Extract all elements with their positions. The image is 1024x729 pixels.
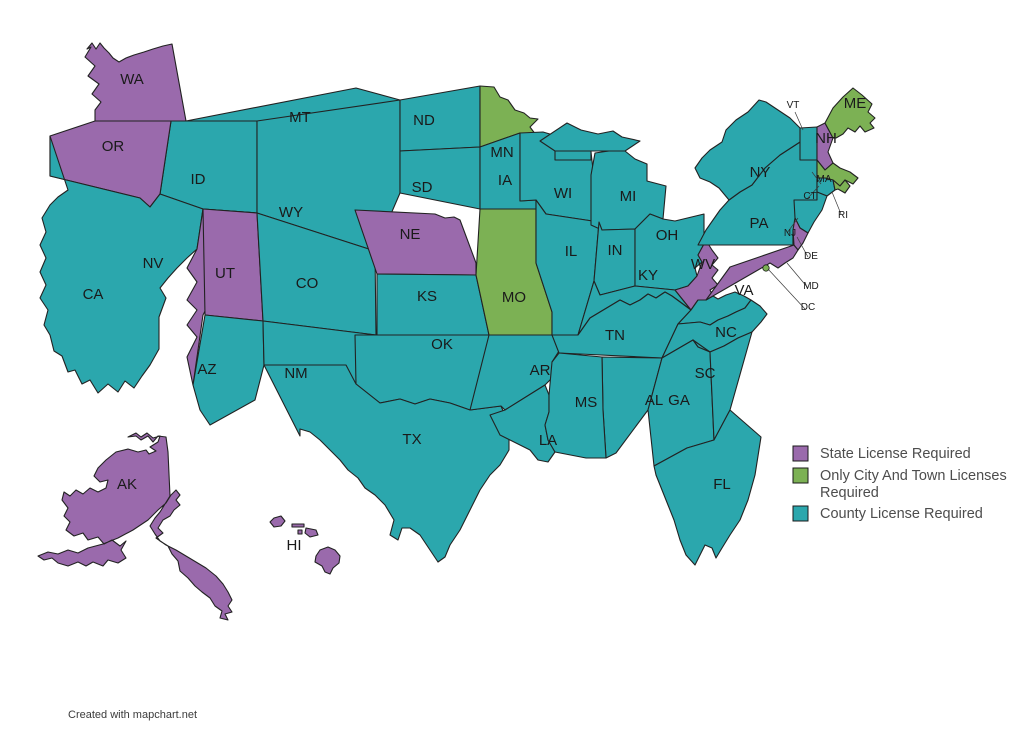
svg-text:NC: NC (715, 324, 737, 341)
svg-text:AZ: AZ (197, 361, 216, 378)
svg-text:MO: MO (502, 289, 526, 306)
svg-text:AR: AR (530, 362, 551, 379)
svg-text:County License Required: County License Required (820, 506, 983, 522)
svg-text:NJ: NJ (784, 228, 796, 239)
svg-text:AL: AL (645, 392, 663, 409)
svg-text:KY: KY (638, 267, 658, 284)
svg-text:ND: ND (413, 112, 435, 129)
svg-text:ME: ME (844, 95, 867, 112)
svg-text:Created with mapchart.net: Created with mapchart.net (68, 709, 197, 721)
svg-text:VT: VT (787, 100, 800, 111)
svg-text:DE: DE (804, 251, 818, 262)
svg-text:CT: CT (803, 191, 816, 202)
svg-text:AK: AK (117, 476, 137, 493)
svg-text:PA: PA (750, 215, 769, 232)
svg-text:CA: CA (83, 286, 104, 303)
svg-text:NM: NM (284, 365, 307, 382)
svg-text:UT: UT (215, 265, 235, 282)
svg-text:IA: IA (498, 172, 512, 189)
svg-text:LA: LA (539, 432, 557, 449)
svg-text:ID: ID (191, 171, 206, 188)
svg-text:GA: GA (668, 392, 690, 409)
svg-text:VA: VA (735, 282, 754, 299)
svg-text:OR: OR (102, 138, 125, 155)
svg-text:MD: MD (803, 281, 819, 292)
svg-text:TX: TX (402, 431, 421, 448)
svg-text:IN: IN (608, 242, 623, 259)
svg-text:IL: IL (565, 243, 578, 260)
svg-text:NE: NE (400, 226, 421, 243)
svg-text:CO: CO (296, 275, 319, 292)
svg-text:SD: SD (412, 179, 433, 196)
svg-text:NV: NV (143, 255, 164, 272)
svg-text:WV: WV (691, 256, 715, 273)
svg-text:State License Required: State License Required (820, 446, 971, 462)
svg-text:MA: MA (817, 174, 832, 185)
svg-text:DC: DC (801, 302, 815, 313)
svg-text:MS: MS (575, 394, 598, 411)
svg-text:OH: OH (656, 227, 679, 244)
svg-text:OK: OK (431, 336, 453, 353)
svg-text:FL: FL (713, 476, 731, 493)
svg-text:RI: RI (838, 210, 848, 221)
svg-text:WI: WI (554, 185, 572, 202)
svg-text:TN: TN (605, 327, 625, 344)
svg-text:SC: SC (695, 365, 716, 382)
svg-text:WY: WY (279, 204, 303, 221)
svg-text:KS: KS (417, 288, 437, 305)
svg-text:WA: WA (120, 71, 144, 88)
svg-text:MI: MI (620, 188, 637, 205)
svg-text:NH: NH (815, 130, 837, 147)
svg-text:Only City And Town Licenses: Only City And Town Licenses (820, 468, 1007, 484)
svg-text:NY: NY (750, 164, 771, 181)
svg-text:MT: MT (289, 109, 311, 126)
svg-text:HI: HI (287, 537, 302, 554)
svg-text:MN: MN (490, 144, 513, 161)
svg-text:Required: Required (820, 485, 879, 501)
